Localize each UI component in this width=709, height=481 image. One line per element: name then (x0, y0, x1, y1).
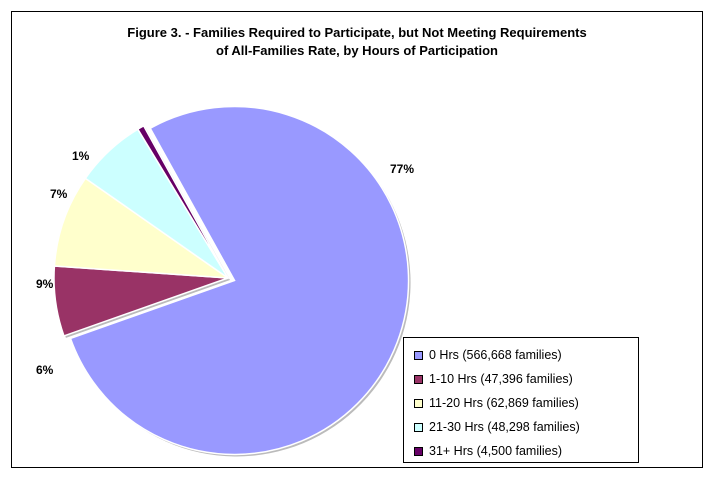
pie-slice-3 (53, 177, 231, 279)
legend-label-2: 1-10 Hrs (47,396 families) (429, 372, 573, 386)
slice-percent-label-5: 1% (72, 149, 90, 163)
legend-item-5: 31+ Hrs (4,500 families) (414, 439, 638, 463)
chart-legend: 0 Hrs (566,668 families) 1-10 Hrs (47,396… (403, 337, 639, 463)
pie-chart: 77% 6% 9% 7% 1% (36, 105, 414, 457)
legend-swatch-1 (414, 350, 423, 360)
legend-swatch-5 (414, 446, 423, 456)
legend-swatch-4 (414, 422, 423, 432)
legend-label-5: 31+ Hrs (4,500 families) (429, 444, 563, 458)
slice-percent-label-2: 6% (36, 363, 54, 377)
chart-title: Figure 3. - Families Required to Partici… (12, 24, 702, 60)
slice-percent-label-1: 77% (390, 162, 414, 176)
pie-slice-1 (69, 105, 410, 456)
pie-slice-5 (136, 124, 229, 279)
legend-label-4: 21-30 Hrs (48,298 families) (429, 420, 580, 434)
slice-percent-label-3: 9% (36, 277, 54, 291)
legend-swatch-3 (414, 398, 423, 408)
legend-label-1: 0 Hrs (566,668 families) (429, 348, 562, 362)
chart-title-line-2: of All-Families Rate, by Hours of Partic… (216, 43, 498, 58)
legend-swatch-2 (414, 374, 423, 384)
legend-item-2: 1-10 Hrs (47,396 families) (414, 367, 638, 391)
legend-item-4: 21-30 Hrs (48,298 families) (414, 415, 638, 439)
legend-item-3: 11-20 Hrs (62,869 families) (414, 391, 638, 415)
chart-title-line-1: Figure 3. - Families Required to Partici… (127, 25, 587, 40)
chart-frame: Figure 3. - Families Required to Partici… (11, 11, 703, 468)
legend-label-3: 11-20 Hrs (62,869 families) (429, 396, 579, 410)
legend-item-1: 0 Hrs (566,668 families) (414, 343, 638, 367)
slice-percent-label-4: 7% (50, 187, 68, 201)
